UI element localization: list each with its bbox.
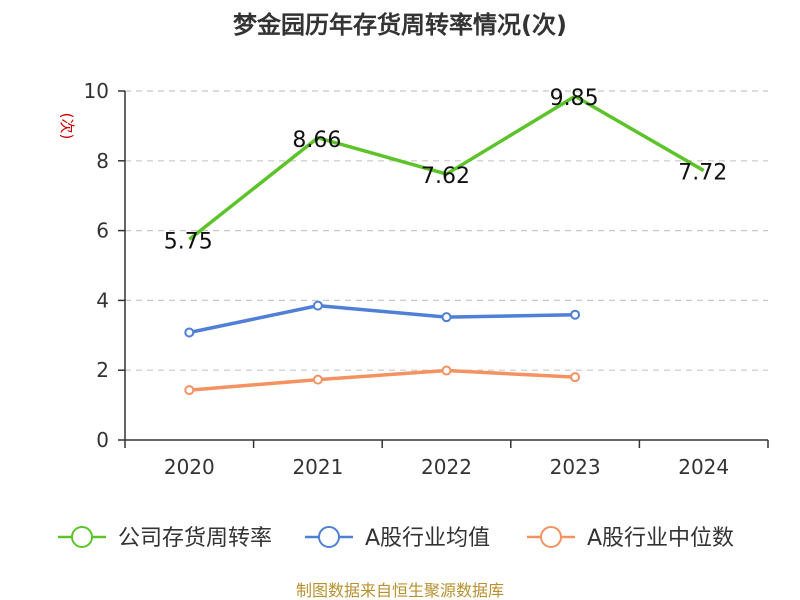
data-point <box>441 365 452 376</box>
y-tick-label: 2 <box>96 358 109 382</box>
series-0: 5.75 8.66 7.62 9.85 7.72 <box>164 86 727 254</box>
data-label: 5.75 <box>164 229 213 254</box>
data-label: 7.72 <box>678 161 727 186</box>
series-2 <box>184 365 581 396</box>
legend-marker <box>71 526 93 548</box>
y-tick-label: 4 <box>96 288 109 312</box>
legend-label: A股行业均值 <box>365 526 490 551</box>
data-point <box>441 312 452 323</box>
legend-label: 公司存货周转率 <box>118 526 272 551</box>
data-point <box>184 327 195 338</box>
legend-marker <box>318 526 340 548</box>
data-label: 9.85 <box>550 86 599 111</box>
y-tick-label: 0 <box>96 428 109 452</box>
x-tick-label: 2022 <box>421 455 472 479</box>
y-axis-label: (次) <box>58 113 76 140</box>
legend-label: A股行业中位数 <box>587 526 734 551</box>
legend-item-1[interactable]: A股行业均值 <box>305 526 490 551</box>
y-tick-label: 10 <box>84 79 109 103</box>
chart-title: 梦金园历年存货周转率情况(次) <box>233 11 567 39</box>
y-tick-label: 8 <box>96 149 109 173</box>
data-label: 8.66 <box>292 128 341 153</box>
x-tick-label: 2024 <box>678 455 729 479</box>
series-line <box>188 303 576 335</box>
data-label: 7.62 <box>421 164 470 189</box>
y-tick-label: 6 <box>96 219 109 243</box>
data-point <box>312 300 323 311</box>
series-line <box>189 368 576 392</box>
x-tick-label: 2023 <box>550 455 601 479</box>
data-point <box>570 309 581 320</box>
data-point <box>184 385 195 396</box>
legend[interactable]: 公司存货周转率 A股行业均值 A股行业中位数 <box>58 526 734 551</box>
legend-item-2[interactable]: A股行业中位数 <box>527 526 734 551</box>
series-1 <box>184 300 581 338</box>
data-point <box>312 374 323 385</box>
axes: 0 2 4 6 8 10 2020 2021 2022 2023 2024 <box>84 79 769 479</box>
series-line <box>188 94 705 241</box>
legend-item-0[interactable]: 公司存货周转率 <box>58 526 272 551</box>
source-note: 制图数据来自恒生聚源数据库 <box>296 581 504 600</box>
legend-marker <box>540 526 562 548</box>
x-tick-label: 2020 <box>164 455 215 479</box>
grid-lines <box>125 90 768 371</box>
data-point <box>570 372 581 383</box>
x-tick-label: 2021 <box>292 455 343 479</box>
series-group: 5.75 8.66 7.62 9.85 7.72 <box>164 86 727 396</box>
